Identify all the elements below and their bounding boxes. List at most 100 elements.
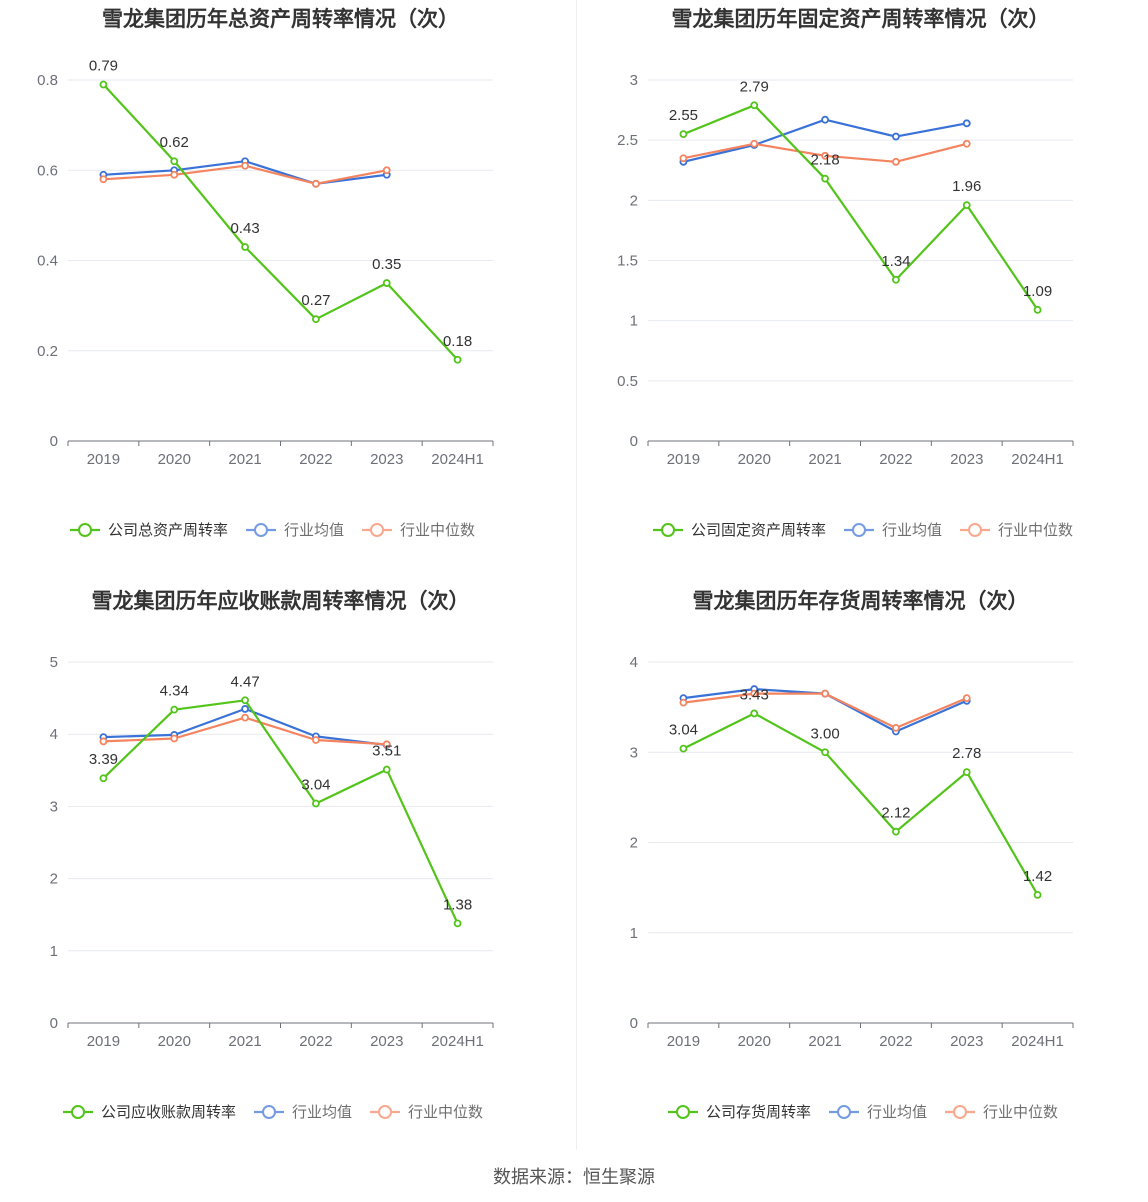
legend-marker	[254, 523, 268, 537]
data-point	[750, 101, 759, 110]
y-tick-label: 1.5	[617, 253, 638, 270]
y-tick-label: 0.4	[37, 253, 58, 270]
data-point	[962, 201, 971, 210]
legend-item: 公司应收账款周转率	[63, 1103, 236, 1121]
y-tick-label: 2.5	[617, 132, 638, 149]
chart-panel-fixed-asset-turnover: 雪龙集团历年固定资产周转率情况（次） 0 0.5 1 1.5 2 2.5 3 2019 2020 2…	[588, 0, 1148, 560]
data-point	[312, 736, 320, 744]
data-point	[750, 139, 759, 148]
data-label: 2.18	[810, 152, 839, 169]
y-tick-label: 0	[50, 433, 58, 450]
y-tick-label: 4	[630, 654, 638, 671]
data-point	[170, 705, 179, 714]
legend-item: 行业中位数	[370, 1103, 483, 1121]
x-tick-label: 2023	[950, 451, 983, 468]
data-point	[962, 768, 971, 777]
data-point	[892, 275, 900, 284]
x-tick-label: 2020	[738, 451, 771, 468]
data-point	[312, 179, 320, 188]
data-point	[892, 827, 900, 836]
x-tick-label: 2019	[87, 451, 120, 468]
chart-svg: 雪龙集团历年固定资产周转率情况（次） 0 0.5 1 1.5 2 2.5 3 2019 2020 2…	[617, 7, 1074, 539]
y-tick-label: 1	[50, 943, 58, 960]
data-point	[241, 243, 249, 251]
x-tick-label: 2019	[667, 451, 700, 468]
y-tick-label: 5	[50, 654, 58, 671]
x-tick-label: 2019	[667, 1033, 700, 1050]
x-tick-label: 2019	[87, 1033, 120, 1050]
x-tick-label: 2021	[228, 451, 261, 468]
legend-marker	[661, 523, 675, 537]
legend-label: 公司存货周转率	[706, 1103, 811, 1121]
data-point	[821, 689, 829, 698]
data-point	[1033, 890, 1042, 899]
legend-item: 行业中位数	[960, 521, 1073, 539]
data-point	[241, 705, 249, 713]
x-tick-label: 2022	[879, 451, 912, 468]
series-2	[679, 139, 971, 166]
data-label: 1.42	[1023, 868, 1052, 885]
data-point	[241, 713, 249, 722]
chart-title: 雪龙集团历年总资产周转率情况（次）	[102, 7, 459, 31]
data-source-note: 数据来源：恒生聚源	[493, 1167, 655, 1187]
chart-svg: 雪龙集团历年存货周转率情况（次） 0 1 2 3 4 2019 2020 2021 2022 202…	[630, 589, 1074, 1121]
series-0	[679, 709, 1042, 899]
series-line	[102, 699, 459, 924]
x-tick-label: 2020	[158, 451, 191, 468]
data-point	[821, 748, 829, 757]
legend-label: 公司应收账款周转率	[101, 1103, 236, 1121]
data-label: 1.34	[881, 253, 910, 270]
legend-item: 公司总资产周转率	[70, 521, 228, 539]
data-label: 0.35	[372, 256, 401, 273]
data-label: 3.04	[669, 722, 698, 739]
series-line	[682, 104, 1039, 311]
legend-marker	[676, 1105, 690, 1119]
legend-item: 行业均值	[829, 1103, 927, 1121]
y-tick-label: 0	[630, 1015, 638, 1032]
legend-item: 行业中位数	[362, 521, 475, 539]
chart-svg: 雪龙集团历年总资产周转率情况（次） 0 0.2 0.4 0.6 0.8 2019 2020 20…	[37, 7, 494, 539]
legend-label: 公司固定资产周转率	[691, 521, 826, 539]
data-label: 1.38	[443, 896, 472, 913]
chart-panel-receivables-turnover: 雪龙集团历年应收账款周转率情况（次） 0 1 2 3 4 5 2019 2020 2021 2022…	[8, 582, 568, 1142]
y-tick-label: 1	[630, 313, 638, 330]
legend-label: 行业均值	[867, 1103, 927, 1121]
y-tick-label: 0	[630, 433, 638, 450]
data-point	[99, 737, 108, 746]
y-tick-label: 2	[50, 871, 58, 888]
legend-marker	[262, 1105, 276, 1119]
data-label: 0.79	[89, 58, 118, 75]
legend-label: 行业均值	[882, 521, 942, 539]
x-tick-label: 2022	[299, 1033, 332, 1050]
data-point	[170, 157, 179, 166]
y-tick-label: 0	[50, 1015, 58, 1032]
legend-label: 行业中位数	[400, 521, 475, 539]
data-point	[821, 115, 829, 124]
legend-item: 公司存货周转率	[668, 1103, 811, 1121]
data-label: 0.62	[160, 134, 189, 151]
data-point	[750, 709, 759, 718]
legend-item: 行业中位数	[945, 1103, 1058, 1121]
legend-label: 行业中位数	[408, 1103, 483, 1121]
x-tick-label: 2024H1	[1011, 451, 1064, 468]
x-tick-label: 2021	[808, 1033, 841, 1050]
chart-title: 雪龙集团历年固定资产周转率情况（次）	[672, 7, 1050, 31]
data-point	[382, 279, 391, 287]
data-label: 3.51	[372, 743, 401, 760]
x-tick-label: 2023	[370, 451, 403, 468]
chart-svg: 雪龙集团历年应收账款周转率情况（次） 0 1 2 3 4 5 2019 2020 2021 2022…	[50, 589, 494, 1121]
series-line	[682, 712, 1039, 896]
data-point	[892, 132, 900, 141]
y-tick-label: 3	[630, 72, 638, 89]
y-tick-label: 1	[630, 925, 638, 942]
data-point	[679, 744, 688, 753]
data-label: 2.55	[669, 107, 698, 124]
data-point	[99, 175, 108, 184]
legend-marker	[78, 523, 92, 537]
legend-item: 公司固定资产周转率	[653, 521, 826, 539]
data-point	[892, 157, 900, 166]
legend-marker	[968, 523, 982, 537]
legend-label: 行业均值	[292, 1103, 352, 1121]
legend-label: 行业中位数	[998, 521, 1073, 539]
data-point	[241, 696, 249, 705]
